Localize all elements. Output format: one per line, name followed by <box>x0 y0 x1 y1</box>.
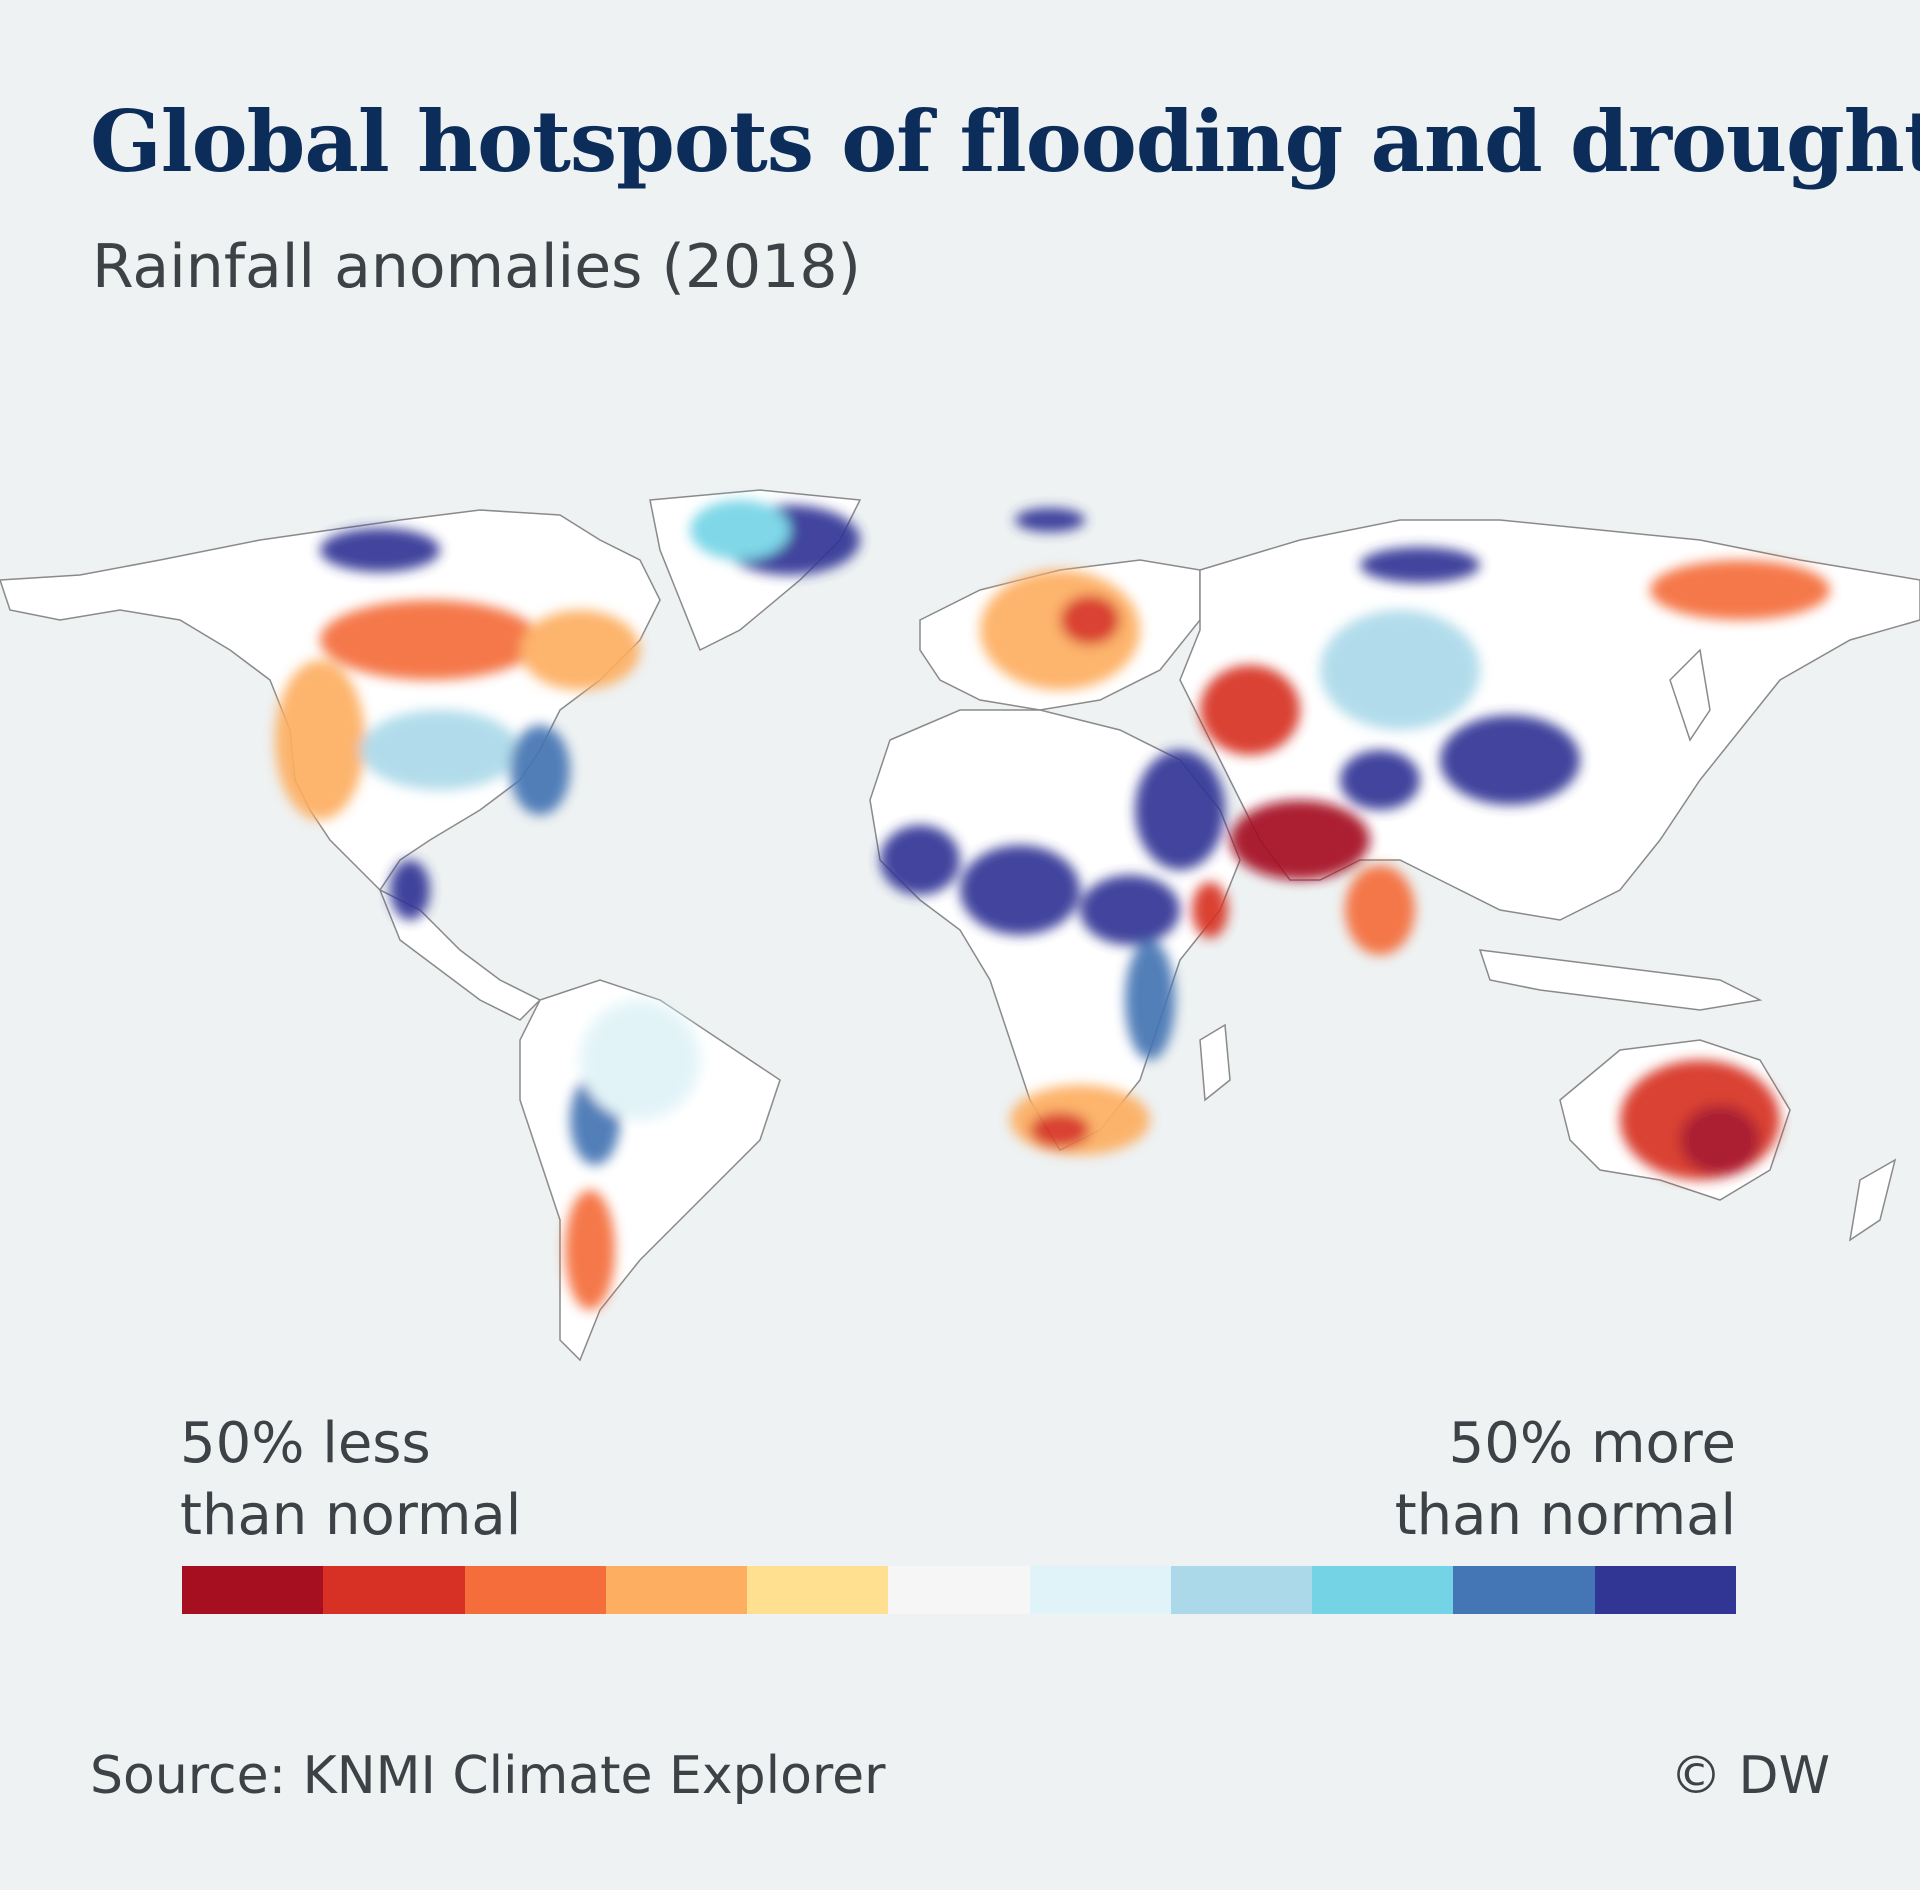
source-note: Source: KNMI Climate Explorer <box>90 1746 886 1806</box>
color-scale-step-11 <box>1594 1566 1736 1614</box>
legend-more-line1: 50% more <box>1448 1411 1736 1476</box>
anomaly-mexico <box>390 860 430 920</box>
anomaly-brazil <box>580 1000 700 1120</box>
anomaly-patagonia <box>565 1190 615 1310</box>
color-scale-step-8 <box>1170 1566 1313 1614</box>
world-map <box>0 489 1920 1362</box>
anomaly-greenland-edge <box>690 500 790 560</box>
anomaly-india <box>1345 865 1415 955</box>
anomaly-yemen <box>1192 882 1228 938</box>
color-scale-step-9 <box>1312 1566 1454 1614</box>
legend-less-line2: than normal <box>180 1483 522 1548</box>
color-scale-step-1 <box>182 1566 324 1614</box>
legend-more-line2: than normal <box>1394 1483 1736 1548</box>
anomaly-siberia-central <box>1320 610 1480 730</box>
central-america <box>378 888 542 1021</box>
rainfall-anomalies <box>275 500 1830 1310</box>
anomaly-sahara-west <box>880 825 960 895</box>
anomaly-us-central <box>360 710 520 790</box>
color-scale-step-5 <box>747 1566 889 1614</box>
color-scale-step-2 <box>323 1566 465 1614</box>
legend-more-label: 50% more than normal <box>1395 1408 1736 1552</box>
anomaly-canada-east <box>520 610 640 690</box>
legend-less-label: 50% less than normal <box>180 1408 521 1552</box>
land-masses <box>0 489 1920 1362</box>
anomaly-china <box>1440 715 1580 805</box>
anomaly-central-asia <box>1200 665 1300 755</box>
color-scale <box>182 1566 1736 1614</box>
dw-credit: © DW <box>1670 1746 1830 1806</box>
indonesia <box>1478 949 1763 1011</box>
anomaly-arabia <box>1135 750 1225 870</box>
color-scale-step-4 <box>605 1566 748 1614</box>
anomaly-iran-pakistan <box>1230 800 1370 880</box>
anomaly-us-west <box>275 660 365 820</box>
anomaly-mongolia <box>1340 750 1420 810</box>
page-subtitle: Rainfall anomalies (2018) <box>92 232 861 302</box>
legend-less-line1: 50% less <box>180 1411 431 1476</box>
new-zealand <box>1848 1158 1897 1242</box>
anomaly-east-africa <box>1125 940 1175 1060</box>
anomaly-south-africa-core <box>1030 1112 1090 1148</box>
anomaly-australia-core <box>1680 1105 1760 1175</box>
anomaly-siberia-east <box>1650 560 1830 620</box>
japan <box>1669 648 1711 742</box>
page-title: Global hotspots of flooding and drought <box>90 92 1920 191</box>
anomaly-us-east <box>510 725 570 815</box>
madagascar <box>1199 1023 1231 1102</box>
anomaly-sahel <box>1080 875 1180 945</box>
anomaly-sahara-central <box>960 845 1080 935</box>
anomaly-canada <box>320 600 540 680</box>
color-scale-step-6 <box>888 1566 1030 1614</box>
color-scale-step-7 <box>1029 1566 1171 1614</box>
color-scale-step-10 <box>1453 1566 1595 1614</box>
color-scale-step-3 <box>464 1566 606 1614</box>
anomaly-siberia-north <box>1360 547 1480 583</box>
anomaly-scandinavia <box>1060 595 1120 645</box>
anomaly-svalbard <box>1015 508 1085 532</box>
anomaly-arctic-canada <box>320 528 440 572</box>
